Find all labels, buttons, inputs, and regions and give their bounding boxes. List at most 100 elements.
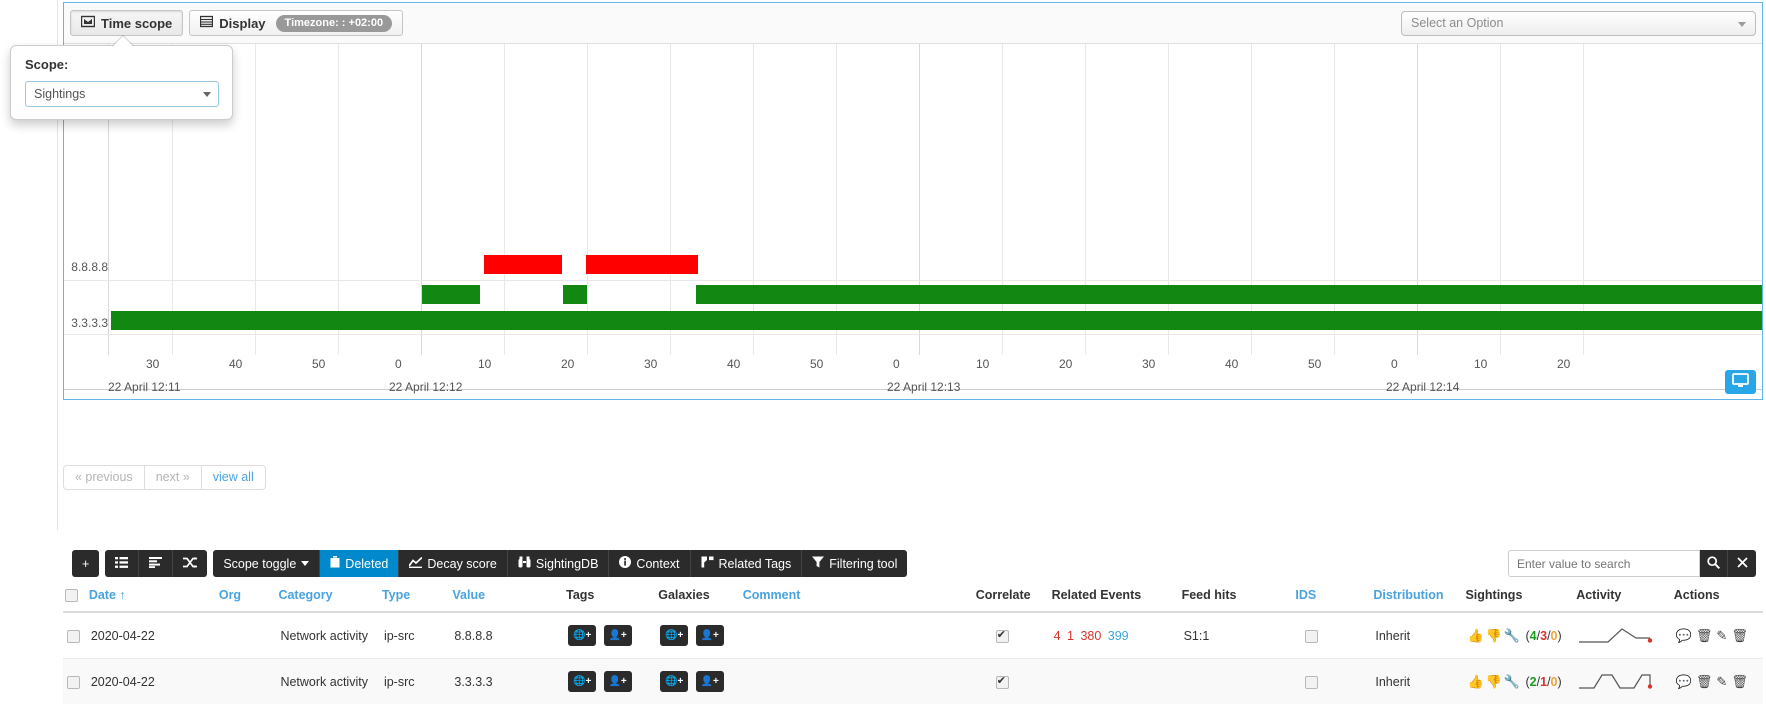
comment-icon[interactable]: 💬: [1675, 627, 1696, 643]
ids-checkbox[interactable]: [1305, 629, 1319, 643]
thumbs-up-icon[interactable]: 👍: [1467, 627, 1486, 643]
table-header-row: Date ↑ Org Category Type Value Tags Gala…: [63, 580, 1763, 614]
related-event-link[interactable]: 4: [1053, 628, 1061, 643]
sightings-counts: (4/3/0): [1525, 628, 1562, 643]
select-an-option[interactable]: Select an Option: [1401, 11, 1756, 36]
globe-plus-icon[interactable]: 🌐 +: [568, 625, 597, 647]
grid-line: [64, 280, 1762, 281]
timeline-segment[interactable]: [111, 311, 1762, 330]
user-plus-icon[interactable]: 👤 +: [695, 625, 724, 647]
select-an-option-text: Select an Option: [1411, 16, 1504, 30]
column-galaxies: Galaxies: [656, 580, 741, 614]
row-checkbox[interactable]: [67, 675, 80, 689]
chevron-down-icon: [1738, 22, 1746, 27]
cell-type: ip-src: [379, 611, 451, 659]
search-button[interactable]: [1700, 550, 1728, 577]
deleted-label: Deleted: [345, 556, 389, 571]
thumbs-up-icon[interactable]: 👍: [1467, 673, 1486, 689]
timeline-segment[interactable]: [696, 285, 1762, 304]
x-major-tick-label: 22 April 12:11: [108, 380, 181, 394]
related-tags-button[interactable]: Related Tags: [690, 550, 803, 577]
column-category[interactable]: Category: [276, 580, 380, 614]
timeline-segment[interactable]: [586, 255, 698, 274]
thumbs-down-icon[interactable]: 👎: [1485, 627, 1504, 643]
table-row: 2020-04-22 Network activity ip-src 3.3.3…: [63, 658, 1763, 705]
column-value[interactable]: Value: [450, 580, 565, 614]
align-icon: [149, 556, 163, 571]
globe-plus-icon[interactable]: 🌐 +: [660, 625, 689, 647]
x-tick-label: 40: [229, 357, 243, 371]
scope-toggle-button[interactable]: Scope toggle: [213, 550, 321, 577]
align-view-button[interactable]: [139, 550, 174, 577]
fullscreen-button[interactable]: [1725, 370, 1756, 394]
column-org[interactable]: Org: [216, 580, 277, 614]
globe-plus-icon[interactable]: 🌐 +: [568, 671, 597, 693]
plus-icon: +: [82, 556, 90, 571]
chevron-down-icon: [203, 92, 211, 97]
search-input[interactable]: [1508, 550, 1700, 577]
column-comment[interactable]: Comment: [740, 580, 974, 614]
wrench-icon[interactable]: 🔧: [1503, 627, 1523, 643]
timeline-segment[interactable]: [484, 255, 562, 274]
delete-icon[interactable]: 🗑: [1731, 627, 1752, 643]
cell-galaxies: 🌐 + 👤 +: [656, 611, 741, 659]
globe-plus-icon[interactable]: 🌐 +: [660, 671, 689, 693]
related-event-link[interactable]: 399: [1107, 628, 1129, 643]
comment-icon[interactable]: 💬: [1675, 673, 1696, 689]
user-plus-icon[interactable]: 👤 +: [603, 671, 632, 693]
edit-icon[interactable]: ✎: [1716, 673, 1732, 689]
deleted-button[interactable]: Deleted: [320, 550, 400, 577]
wrench-icon[interactable]: 🔧: [1503, 673, 1523, 689]
correlate-checkbox[interactable]: [995, 628, 1009, 643]
related-event-link[interactable]: 380: [1080, 628, 1102, 643]
cell-org: [216, 611, 277, 659]
cell-correlate: [973, 658, 1050, 705]
cell-feed-hits[interactable]: S1:1: [1179, 611, 1294, 659]
sort-asc-icon: ↑: [119, 588, 126, 603]
cell-distribution: Inherit: [1371, 658, 1464, 705]
shuffle-view-button[interactable]: [173, 550, 208, 577]
table-row: 2020-04-22 Network activity ip-src 8.8.8…: [63, 611, 1763, 659]
delete-icon[interactable]: 🗑: [1731, 673, 1752, 689]
related-event-link[interactable]: 1: [1067, 628, 1074, 643]
trash-icon[interactable]: 🗑: [1695, 673, 1717, 689]
thumbs-down-icon[interactable]: 👎: [1485, 673, 1504, 689]
row-checkbox[interactable]: [67, 629, 80, 643]
previous-button[interactable]: « previous: [63, 465, 145, 490]
scope-select[interactable]: Sightings: [25, 81, 219, 107]
context-button[interactable]: Context: [609, 550, 691, 577]
select-all-checkbox[interactable]: [65, 589, 78, 603]
row-select-cell: [63, 658, 87, 705]
user-plus-icon[interactable]: 👤 +: [695, 671, 724, 693]
display-button[interactable]: Display Timezone: : +02:00: [189, 10, 404, 36]
caret-down-icon: [301, 561, 310, 566]
ids-checkbox[interactable]: [1305, 675, 1319, 689]
trash-icon[interactable]: 🗑: [1695, 627, 1717, 643]
time-scope-button[interactable]: Time scope: [70, 10, 184, 36]
cell-related-events: [1049, 658, 1180, 705]
timeline-segment[interactable]: [422, 285, 480, 304]
sightingdb-button[interactable]: SightingDB: [507, 550, 610, 577]
y-axis-label-1: 3.3.3.3: [71, 316, 108, 330]
grid-line: [1417, 44, 1418, 355]
list-view-button[interactable]: [105, 550, 140, 577]
display-icon: [200, 15, 214, 31]
column-ids[interactable]: IDS: [1293, 580, 1372, 614]
user-plus-icon[interactable]: 👤 +: [603, 625, 632, 647]
decay-score-button[interactable]: Decay score: [399, 550, 508, 577]
filtering-tool-button[interactable]: Filtering tool: [802, 550, 908, 577]
edit-icon[interactable]: ✎: [1716, 627, 1732, 643]
cell-feed-hits[interactable]: [1179, 658, 1294, 705]
column-type[interactable]: Type: [379, 580, 451, 614]
attributes-table: Date ↑ Org Category Type Value Tags Gala…: [63, 580, 1763, 705]
timeline-segment[interactable]: [563, 285, 587, 304]
grid-line: [1500, 44, 1501, 355]
column-date[interactable]: Date ↑: [86, 580, 217, 614]
clear-search-button[interactable]: [1728, 550, 1756, 577]
column-distribution[interactable]: Distribution: [1371, 580, 1464, 614]
add-attribute-button[interactable]: +: [72, 550, 100, 577]
view-all-button[interactable]: view all: [201, 465, 266, 490]
search-icon: [1707, 555, 1720, 572]
correlate-checkbox[interactable]: [995, 674, 1009, 689]
next-button[interactable]: next »: [144, 465, 202, 490]
